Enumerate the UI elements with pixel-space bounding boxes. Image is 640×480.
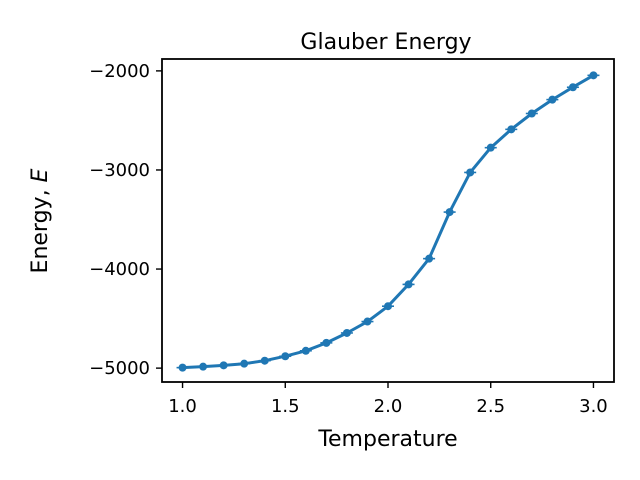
data-point (199, 362, 208, 371)
y-tick-label: −3000 (89, 160, 150, 181)
y-axis-label: Energy, E (28, 168, 53, 273)
data-point (425, 254, 434, 263)
x-tick-label: 2.0 (374, 396, 403, 417)
series-line (182, 74, 595, 370)
y-axis-label-symbol: E (28, 168, 53, 182)
data-point (240, 359, 249, 368)
data-point (548, 95, 557, 104)
x-tick-label: 1.0 (168, 396, 197, 417)
data-point (281, 352, 290, 361)
chart-title: Glauber Energy (300, 30, 471, 55)
data-point (342, 328, 351, 337)
data-point (301, 346, 310, 355)
data-point (384, 302, 392, 311)
data-point (260, 356, 269, 365)
data-point (486, 143, 495, 152)
y-axis-label-text: Energy, (28, 182, 53, 273)
y-tick-label: −2000 (89, 61, 150, 82)
data-point (445, 208, 454, 217)
data-point (507, 125, 516, 134)
data-point (568, 83, 577, 92)
y-tick-label: −5000 (89, 358, 150, 379)
y-tick-label: −4000 (89, 259, 150, 280)
data-point (589, 71, 598, 80)
x-tick-label: 3.0 (579, 396, 608, 417)
data-point (219, 361, 228, 370)
data-point (363, 317, 372, 326)
data-point (404, 280, 413, 289)
x-axis-label: Temperature (317, 427, 457, 452)
data-point (466, 168, 475, 177)
data-point (322, 338, 331, 347)
data-point (527, 109, 536, 118)
x-tick-label: 1.5 (271, 396, 300, 417)
plot-frame (161, 58, 615, 383)
x-tick-label: 2.5 (476, 396, 505, 417)
data-point (178, 363, 187, 372)
